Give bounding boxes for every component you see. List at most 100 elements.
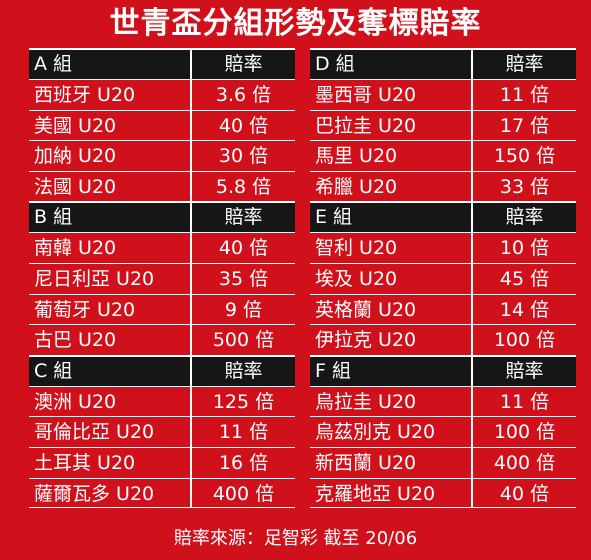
team-odds: 11 倍 (218, 421, 269, 444)
group-table: E 組 賠率智利 U20 10 倍埃及 U20 45 倍英格蘭 U20 14 倍伊拉克 … (310, 201, 576, 355)
odds-column-header: 賠率 (505, 53, 544, 75)
group-name: C 組 (29, 356, 192, 386)
group-header: B 組 賠率 (29, 201, 295, 233)
table-row: 克羅地亞 U20 40 倍 (310, 477, 576, 509)
team-name: 古巴 U20 (29, 325, 192, 355)
table-row: 烏茲別克 U20 100 倍 (310, 416, 576, 447)
team-odds: 150 倍 (493, 145, 556, 168)
team-name: 土耳其 U20 (29, 447, 192, 478)
team-name: 西班牙 U20 (29, 80, 192, 110)
team-name: 埃及 U20 (310, 263, 473, 294)
group-header: D 組 賠率 (310, 48, 576, 79)
group-table: D 組 賠率墨西哥 U20 11 倍巴拉圭 U20 17 倍馬里 U20 150 倍希臘… (310, 48, 576, 202)
page-title: 世青盃分組形勢及奪標賠率 (109, 6, 482, 41)
odds-column-header: 賠率 (224, 53, 263, 75)
team-name: 馬里 U20 (310, 141, 473, 171)
table-row: 希臘 U20 33 倍 (310, 170, 576, 202)
team-name: 克羅地亞 U20 (310, 478, 473, 508)
odds-column-header: 賠率 (224, 206, 263, 229)
group-table: C 組 賠率澳洲 U20 125 倍哥倫比亞 U20 11 倍土耳其 U20 16 倍薩… (29, 354, 295, 509)
team-name: 智利 U20 (310, 233, 473, 263)
table-row: 新西蘭 U20 400 倍 (310, 446, 576, 478)
table-row: 加納 U20 30 倍 (29, 140, 295, 171)
team-name: 烏茲別克 U20 (310, 417, 473, 447)
team-odds: 40 倍 (499, 482, 550, 505)
team-name: 葡萄牙 U20 (29, 294, 192, 325)
table-row: 巴拉圭 U20 17 倍 (310, 109, 576, 141)
odds-column-header: 賠率 (505, 359, 544, 382)
team-name: 美國 U20 (29, 110, 192, 141)
group-header: A 組 賠率 (29, 48, 295, 79)
table-row: 澳洲 U20 125 倍 (29, 385, 295, 417)
team-odds: 11 倍 (499, 84, 550, 106)
team-odds: 10 倍 (499, 237, 550, 260)
odds-column-header: 賠率 (505, 206, 544, 229)
team-odds: 40 倍 (218, 114, 269, 137)
team-odds: 400 倍 (493, 451, 556, 474)
group-name: A 組 (29, 50, 192, 79)
team-odds: 33 倍 (499, 175, 550, 198)
team-odds: 30 倍 (218, 145, 269, 168)
team-odds: 17 倍 (499, 114, 550, 137)
group-header: C 組 賠率 (29, 354, 295, 386)
odds-column-header: 賠率 (224, 359, 263, 382)
table-row: 伊拉克 U20 100 倍 (310, 324, 576, 355)
team-name: 哥倫比亞 U20 (29, 417, 192, 447)
group-table: B 組 賠率南韓 U20 40 倍尼日利亞 U20 35 倍葡萄牙 U20 9 倍古巴 … (29, 201, 295, 355)
team-odds: 9 倍 (224, 298, 263, 321)
team-name: 伊拉克 U20 (310, 325, 473, 355)
group-header: F 組 賠率 (310, 354, 576, 386)
table-row: 馬里 U20 150 倍 (310, 140, 576, 171)
odds-source-footer: 賠率來源：足智彩 截至 20/06 (173, 528, 418, 549)
team-odds: 16 倍 (218, 451, 269, 474)
team-odds: 14 倍 (499, 298, 550, 321)
team-odds: 100 倍 (493, 421, 556, 444)
team-odds: 40 倍 (218, 237, 269, 260)
table-row: 哥倫比亞 U20 11 倍 (29, 416, 295, 447)
right-column: D 組賠率 墨西哥 U20 11 倍巴拉圭 U20 17 倍馬里 U20 150 倍希臘… (310, 48, 576, 509)
team-name: 墨西哥 U20 (310, 80, 473, 110)
group-table: A 組賠率 西班牙 U20 3.6 倍美國 U20 40 倍加納 U20 30 倍法國 … (29, 48, 295, 202)
team-name: 希臘 U20 (310, 171, 473, 202)
team-name: 薩爾瓦多 U20 (29, 478, 192, 508)
team-odds: 35 倍 (218, 267, 269, 290)
group-table: F 組 賠率烏拉圭 U20 11 倍烏茲別克 U20 100 倍新西蘭 U20 400 … (310, 354, 576, 509)
team-odds: 125 倍 (212, 390, 275, 413)
group-name: F 組 (310, 356, 473, 386)
table-row: 西班牙 U20 3.6 倍 (29, 79, 295, 110)
team-odds: 100 倍 (493, 329, 556, 352)
team-odds: 400 倍 (212, 482, 275, 505)
table-row: 烏拉圭 U20 11 倍 (310, 385, 576, 417)
table-row: 智利 U20 10 倍 (310, 232, 576, 263)
left-column: A 組賠率 西班牙 U20 3.6 倍美國 U20 40 倍加納 U20 30 倍法國 … (29, 48, 295, 509)
table-row: 尼日利亞 U20 35 倍 (29, 262, 295, 294)
team-name: 英格蘭 U20 (310, 294, 473, 325)
team-odds: 11 倍 (499, 390, 550, 413)
team-name: 新西蘭 U20 (310, 447, 473, 478)
table-row: 法國 U20 5.8 倍 (29, 170, 295, 202)
table-row: 葡萄牙 U20 9 倍 (29, 293, 295, 325)
group-name: E 組 (310, 203, 473, 233)
table-row: 英格蘭 U20 14 倍 (310, 293, 576, 325)
group-name: B 組 (29, 203, 192, 233)
table-row: 埃及 U20 45 倍 (310, 262, 576, 294)
team-name: 澳洲 U20 (29, 386, 192, 417)
table-row: 薩爾瓦多 U20 400 倍 (29, 477, 295, 509)
team-name: 法國 U20 (29, 171, 192, 202)
team-name: 烏拉圭 U20 (310, 386, 473, 417)
group-header: E 組 賠率 (310, 201, 576, 233)
team-name: 加納 U20 (29, 141, 192, 171)
team-odds: 5.8 倍 (215, 175, 272, 198)
table-row: 美國 U20 40 倍 (29, 109, 295, 141)
table-row: 墨西哥 U20 11 倍 (310, 79, 576, 110)
team-odds: 45 倍 (499, 267, 550, 290)
team-name: 巴拉圭 U20 (310, 110, 473, 141)
table-row: 土耳其 U20 16 倍 (29, 446, 295, 478)
team-odds: 500 倍 (212, 329, 275, 352)
team-odds: 3.6 倍 (215, 84, 272, 106)
table-row: 古巴 U20 500 倍 (29, 324, 295, 355)
table-row: 南韓 U20 40 倍 (29, 232, 295, 263)
team-name: 尼日利亞 U20 (29, 263, 192, 294)
team-name: 南韓 U20 (29, 233, 192, 263)
group-name: D 組 (310, 50, 473, 79)
